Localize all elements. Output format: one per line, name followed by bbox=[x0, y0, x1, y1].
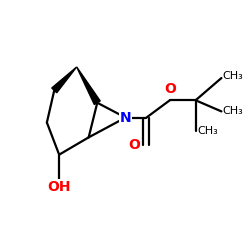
Text: CH₃: CH₃ bbox=[223, 71, 244, 81]
Polygon shape bbox=[76, 67, 100, 104]
Text: O: O bbox=[164, 82, 176, 96]
Text: CH₃: CH₃ bbox=[223, 106, 244, 117]
Text: CH₃: CH₃ bbox=[198, 126, 218, 136]
Text: OH: OH bbox=[48, 180, 71, 194]
Polygon shape bbox=[52, 67, 76, 93]
Text: O: O bbox=[128, 138, 140, 152]
Text: N: N bbox=[120, 110, 131, 124]
